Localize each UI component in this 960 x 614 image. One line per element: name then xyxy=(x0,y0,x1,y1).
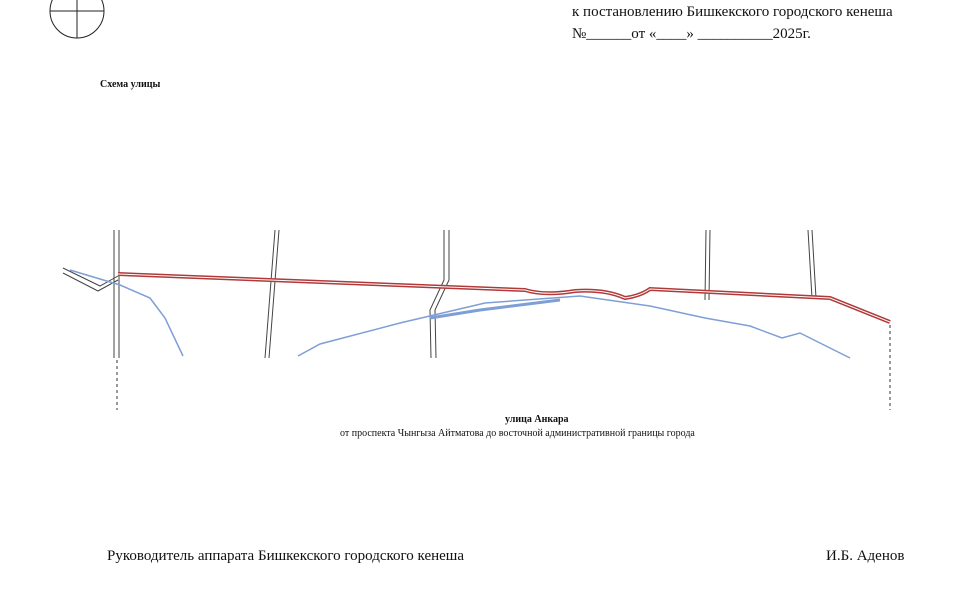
signatory-name: И.Б. Аденов xyxy=(826,548,905,564)
street-extent: от проспекта Чынгыза Айтматова до восточ… xyxy=(340,428,695,439)
signatory-position: Руководитель аппарата Бишкекского городс… xyxy=(107,548,464,564)
compass xyxy=(49,0,105,39)
decree-reference: к постановлению Бишкекского городского к… xyxy=(572,4,893,20)
street-name: улица Анкара xyxy=(505,414,569,425)
street-ankara xyxy=(117,272,891,324)
cross-roads xyxy=(62,229,817,359)
boundary-markers xyxy=(116,325,891,410)
scheme-title: Схема улицы xyxy=(100,79,161,90)
decree-number: №______от «____» __________2025г. xyxy=(572,26,811,42)
river xyxy=(69,269,851,359)
